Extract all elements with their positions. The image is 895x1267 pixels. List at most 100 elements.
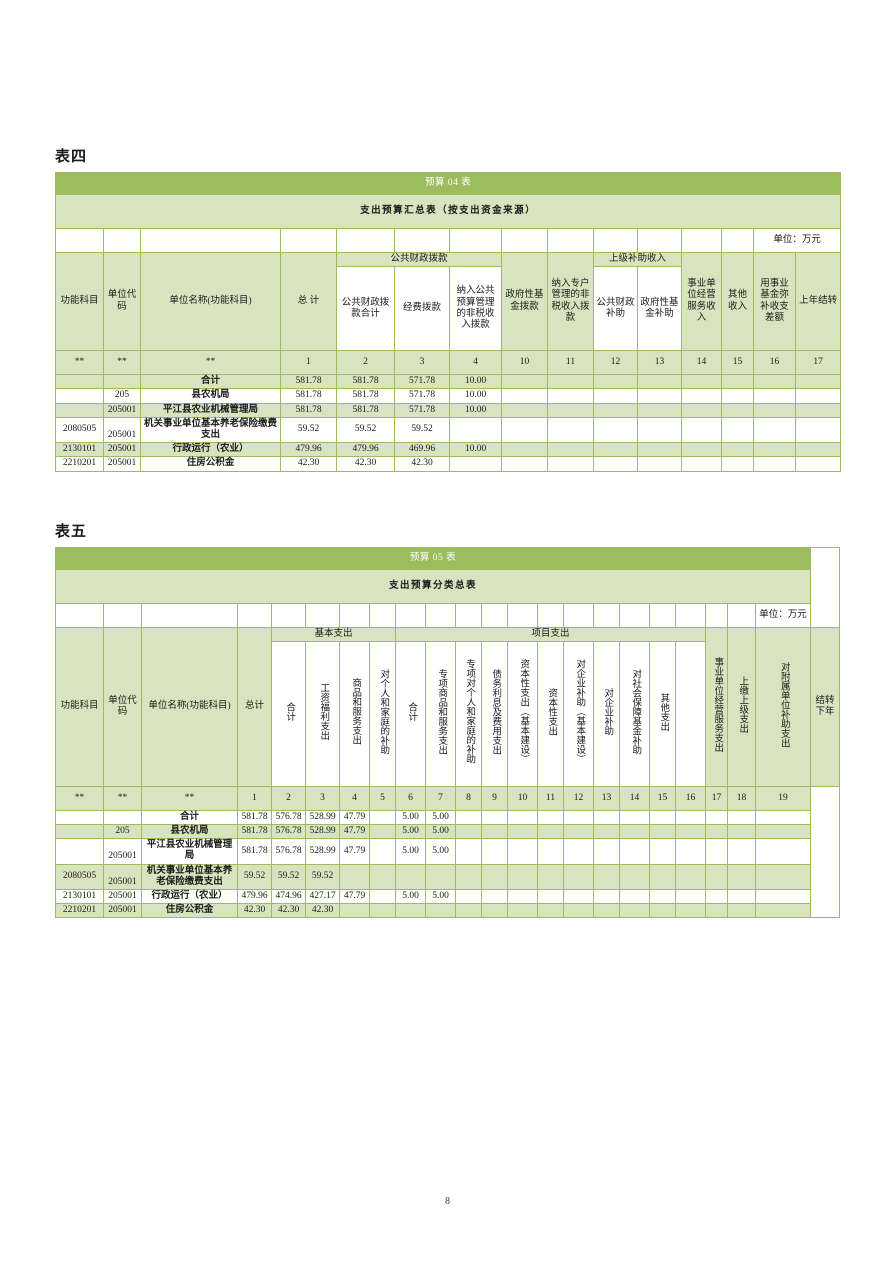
cell-value	[649, 838, 676, 865]
table-four-title: 支出预算汇总表（按支出资金来源）	[54, 194, 842, 229]
table-five-wrapper: 预算 05 表 支出预算分类总表	[54, 546, 840, 919]
column-number-cell: 14	[619, 785, 650, 811]
th-capital-expenditure: 资本性支出	[537, 640, 564, 787]
cell-value	[675, 809, 706, 826]
cell-value	[675, 824, 706, 840]
cell-value	[481, 889, 508, 905]
cell-value	[649, 824, 676, 840]
th-total: 总计	[237, 626, 272, 787]
cell-value: 469.96	[394, 442, 450, 458]
table-four-number-row: ** ** ** 1 2 3 4 10 11 12 13 14 15 16 17	[55, 350, 842, 376]
cell-value	[681, 456, 722, 472]
th-carryover-prev-year: 上年结转	[794, 251, 842, 352]
column-number-cell: 16	[675, 785, 706, 811]
cell-value: 474.96	[271, 889, 306, 905]
th-nontax-into-public-budget: 纳入公共预算管理的非税收入拨款	[449, 266, 502, 352]
unit-row-pad	[481, 602, 508, 628]
cell-unit-code: 205001	[103, 402, 141, 418]
unit-row-pad	[727, 602, 756, 628]
cell-value	[501, 402, 548, 418]
cell-value	[481, 863, 508, 891]
cell-value: 5.00	[395, 809, 426, 826]
cell-value: 581.78	[237, 809, 272, 826]
unit-row-pad	[237, 602, 272, 628]
page-number: 8	[445, 1196, 450, 1207]
th-unit-code: 单位代码	[103, 251, 141, 352]
th-public-finance-group: 公共财政拨款	[336, 251, 502, 268]
cell-value	[449, 416, 502, 444]
cell-value	[753, 416, 796, 444]
cell-value	[681, 402, 722, 418]
unit-row-pad	[637, 228, 682, 253]
cell-value: 47.79	[339, 889, 370, 905]
th-operating-appropriation: 经费拨款	[394, 266, 450, 352]
column-number-cell: 9	[481, 785, 508, 811]
column-number-cell: 4	[339, 785, 370, 811]
column-number-cell: 5	[369, 785, 396, 811]
cell-value	[537, 838, 564, 865]
cell-value	[794, 402, 842, 418]
cell-value: 479.96	[237, 889, 272, 905]
unit-row-pad	[455, 602, 482, 628]
cell-func-subject: 2130101	[55, 889, 104, 905]
column-number-cell: 15	[721, 350, 754, 376]
cell-value	[727, 824, 756, 840]
cell-value	[593, 824, 620, 840]
cell-value: 42.30	[336, 456, 395, 472]
column-number-cell: 4	[449, 350, 502, 376]
cell-unit-name: 县农机局	[140, 388, 281, 404]
unit-row-pad	[619, 602, 650, 628]
cell-value: 5.00	[395, 824, 426, 840]
cell-value: 42.30	[271, 903, 306, 919]
table-row: 2130101 205001 行政运行（农业） 479.96 479.96 469.96 1…	[55, 442, 842, 458]
table-four: 预算 04 表 支出预算汇总表（按支出资金来源） 单位：万元	[54, 172, 842, 472]
column-number-cell: 11	[547, 350, 594, 376]
cell-value	[727, 838, 756, 865]
cell-func-subject	[55, 374, 104, 390]
cell-value	[753, 374, 796, 390]
cell-value	[593, 903, 620, 919]
cell-value	[721, 442, 754, 458]
cell-value	[455, 809, 482, 826]
th-public-finance-sum: 公共财政拨款合计	[336, 266, 395, 352]
table-five-number-row: ** ** ** 1 2 3 4 5 6 7 8 9 10 11 12 13 14 15 16 17 18 19	[55, 785, 840, 811]
cell-func-subject	[55, 809, 104, 826]
column-number-cell: 6	[395, 785, 426, 811]
th-unit-code: 单位代码	[103, 626, 142, 787]
cell-value	[619, 824, 650, 840]
column-number-cell: 1	[280, 350, 337, 376]
cell-value: 5.00	[395, 838, 426, 865]
cell-value: 479.96	[336, 442, 395, 458]
th-other-expenditure: 其他支出	[649, 640, 676, 787]
table-row: 合计 581.78 576.78 528.99 47.79 5.00 5.00	[55, 809, 840, 826]
table-four-unit: 单位：万元	[752, 228, 842, 253]
cell-value: 581.78	[280, 388, 337, 404]
cell-value	[753, 402, 796, 418]
cell-unit-name: 住房公积金	[141, 903, 238, 919]
cell-value	[593, 809, 620, 826]
cell-unit-code: 205001	[103, 903, 142, 919]
th-business-operating-expenditure: 事业单位经营服务支出	[705, 626, 728, 787]
cell-value: 581.78	[237, 824, 272, 840]
th-remit-to-superior: 上缴上级支出	[727, 626, 756, 787]
cell-value: 42.30	[394, 456, 450, 472]
unit-row-pad	[563, 602, 594, 628]
cell-unit-code: 205001	[103, 416, 141, 444]
column-number-cell: 14	[681, 350, 722, 376]
cell-value: 571.78	[394, 374, 450, 390]
cell-value	[753, 388, 796, 404]
cell-value	[481, 838, 508, 865]
th-superior-gov-fund: 政府性基金补助	[637, 266, 682, 352]
cell-value	[794, 456, 842, 472]
unit-row-pad	[681, 228, 722, 253]
cell-value	[537, 809, 564, 826]
column-number-cell: 1	[237, 785, 272, 811]
th-fund-offset-balance: 用事业基金弥补收支差额	[753, 251, 796, 352]
cell-value: 581.78	[280, 402, 337, 418]
cell-value: 576.78	[271, 838, 306, 865]
cell-func-subject: 2210201	[55, 903, 104, 919]
unit-row-pad	[336, 228, 395, 253]
column-number-cell: **	[140, 350, 281, 376]
unit-row-pad	[649, 602, 676, 628]
th-special-subsidy-individuals: 专项对个人和家庭的补助	[455, 640, 482, 787]
